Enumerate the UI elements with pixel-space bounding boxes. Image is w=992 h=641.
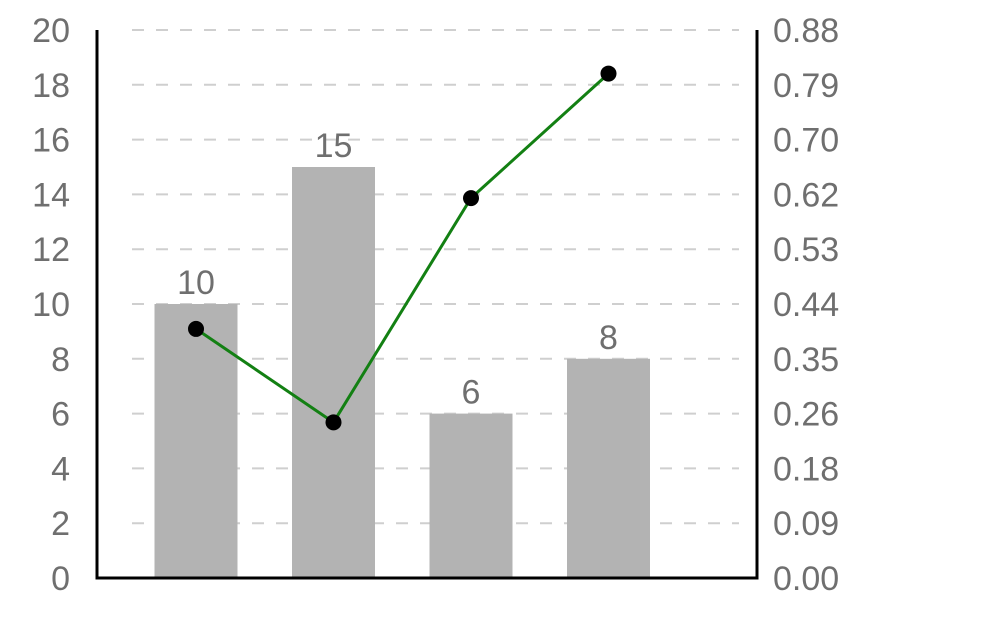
right-tick-label: 0.70	[773, 122, 839, 160]
left-tick-label: 14	[32, 176, 70, 214]
left-tick-label: 10	[32, 286, 70, 324]
right-tick-label: 0.35	[773, 341, 839, 379]
bar-value-label: 8	[599, 319, 618, 357]
right-tick-label: 0.79	[773, 67, 839, 105]
bar	[567, 358, 650, 578]
left-tick-label: 6	[51, 396, 70, 434]
bar-series	[154, 167, 650, 578]
line-point	[600, 65, 617, 82]
left-tick-label: 18	[32, 67, 70, 105]
right-tick-label: 0.00	[773, 560, 839, 598]
right-tick-label: 0.18	[773, 450, 839, 488]
bar	[429, 413, 513, 578]
bar-value-label: 15	[315, 127, 353, 165]
bar-value-labels: 10 15 6 8	[177, 127, 618, 412]
left-tick-label: 20	[32, 12, 70, 50]
bar	[154, 304, 238, 578]
line-path	[195, 72, 610, 425]
axes	[95, 30, 759, 580]
line-point	[188, 320, 204, 337]
line-series	[188, 65, 617, 431]
bar-value-label: 10	[177, 264, 215, 302]
bar-value-label: 6	[462, 374, 481, 412]
right-tick-label: 0.88	[773, 12, 839, 50]
bar	[292, 167, 375, 578]
right-tick-label: 0.26	[773, 396, 839, 434]
right-tick-label: 0.09	[773, 505, 839, 543]
right-tick-label: 0.62	[773, 176, 839, 214]
right-axis-tick-labels: 0.00 0.09 0.18 0.26 0.35 0.44 0.53 0.62 0.70 0.79…	[773, 12, 839, 598]
right-tick-label: 0.44	[773, 286, 839, 324]
left-tick-label: 4	[51, 450, 70, 488]
left-tick-label: 2	[51, 505, 70, 543]
line-point	[325, 414, 342, 431]
right-tick-label: 0.53	[773, 231, 839, 269]
left-tick-label: 0	[51, 560, 70, 598]
line-point	[463, 190, 479, 207]
left-tick-label: 8	[51, 341, 70, 379]
left-tick-label: 16	[32, 122, 70, 160]
left-tick-label: 12	[32, 231, 70, 269]
left-axis-tick-labels: 0 2 4 6 8 10 12 14 16 18 20	[32, 12, 70, 598]
